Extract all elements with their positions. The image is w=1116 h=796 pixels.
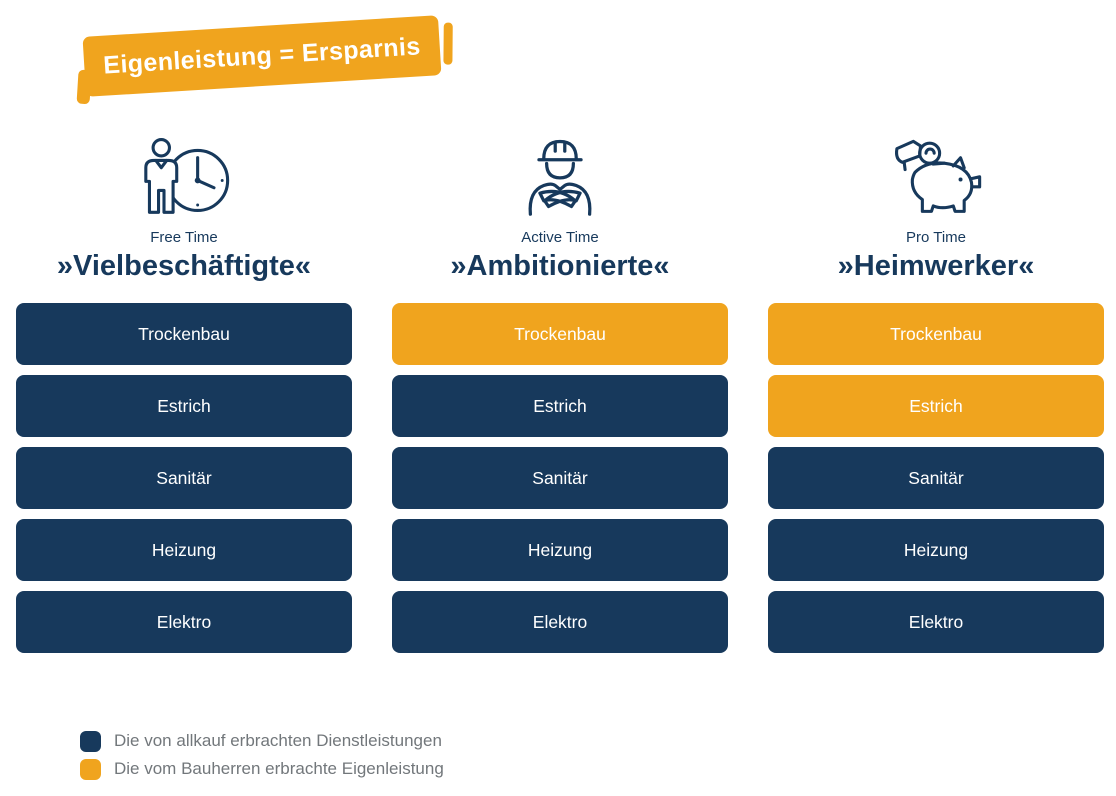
- bar-label: Estrich: [157, 395, 211, 416]
- bar-trockenbau: Trockenbau: [16, 303, 352, 366]
- bar-list: Trockenbau Estrich Sanitär Heizung Elekt…: [768, 303, 1104, 654]
- bar-list: Trockenbau Estrich Sanitär Heizung Elekt…: [16, 303, 352, 654]
- legend-item-eigenleistung: Die vom Bauherren erbrachte Eigenleistun…: [80, 759, 444, 780]
- bar-heizung: Heizung: [768, 519, 1104, 582]
- bar-trockenbau: Trockenbau: [392, 303, 728, 366]
- bar-heizung: Heizung: [16, 519, 352, 582]
- bar-label: Trockenbau: [890, 323, 982, 344]
- column-title: »Vielbeschäftigte«: [56, 249, 312, 282]
- bar-sanitaer: Sanitär: [392, 447, 728, 510]
- bar-elektro: Elektro: [392, 591, 728, 654]
- legend-item-allkauf: Die von allkauf erbrachten Dienstleistun…: [80, 731, 444, 752]
- banner-eigenleistung: Eigenleistung = Ersparnis: [82, 15, 442, 97]
- bar-label: Sanitär: [532, 467, 588, 488]
- column-vielbeschaeftigte: Free Time »Vielbeschäftigte« Trockenbau …: [16, 128, 352, 654]
- bar-label: Trockenbau: [138, 323, 230, 344]
- bar-sanitaer: Sanitär: [16, 447, 352, 510]
- legend-swatch-navy: [80, 731, 101, 752]
- bar-label: Trockenbau: [514, 323, 606, 344]
- bar-estrich: Estrich: [768, 375, 1104, 438]
- time-label: Pro Time: [905, 229, 966, 246]
- bar-label: Sanitär: [156, 467, 212, 488]
- person-clock-icon: [134, 128, 234, 218]
- column-heimwerker: Pro Time »Heimwerker« Trockenbau Estrich…: [768, 128, 1104, 654]
- bar-label: Elektro: [532, 611, 588, 632]
- bar-label: Elektro: [908, 611, 964, 632]
- bar-label: Sanitär: [908, 467, 964, 488]
- bar-elektro: Elektro: [16, 591, 352, 654]
- bar-label: Heizung: [151, 539, 217, 560]
- column-title: »Heimwerker«: [837, 249, 1035, 282]
- bar-list: Trockenbau Estrich Sanitär Heizung Elekt…: [392, 303, 728, 654]
- legend: Die von allkauf erbrachten Dienstleistun…: [80, 731, 444, 787]
- banner-text: Eigenleistung = Ersparnis: [102, 31, 422, 80]
- construction-worker-icon: [514, 128, 606, 218]
- bar-trockenbau: Trockenbau: [768, 303, 1104, 366]
- bar-estrich: Estrich: [392, 375, 728, 438]
- legend-label: Die vom Bauherren erbrachte Eigenleistun…: [114, 759, 444, 779]
- bar-label: Heizung: [903, 539, 969, 560]
- piggy-bank-icon: [886, 128, 986, 218]
- bar-label: Estrich: [533, 395, 587, 416]
- legend-swatch-orange: [80, 759, 101, 780]
- time-label: Free Time: [150, 229, 218, 246]
- persona-columns: Free Time »Vielbeschäftigte« Trockenbau …: [16, 128, 1104, 654]
- bar-label: Heizung: [527, 539, 593, 560]
- bar-label: Estrich: [909, 395, 963, 416]
- legend-label: Die von allkauf erbrachten Dienstleistun…: [114, 731, 442, 751]
- bar-heizung: Heizung: [392, 519, 728, 582]
- bar-label: Elektro: [156, 611, 212, 632]
- column-title: »Ambitionierte«: [450, 249, 670, 282]
- bar-elektro: Elektro: [768, 591, 1104, 654]
- bar-sanitaer: Sanitär: [768, 447, 1104, 510]
- bar-estrich: Estrich: [16, 375, 352, 438]
- column-ambitionierte: Active Time »Ambitionierte« Trockenbau E…: [392, 128, 728, 654]
- time-label: Active Time: [521, 229, 599, 246]
